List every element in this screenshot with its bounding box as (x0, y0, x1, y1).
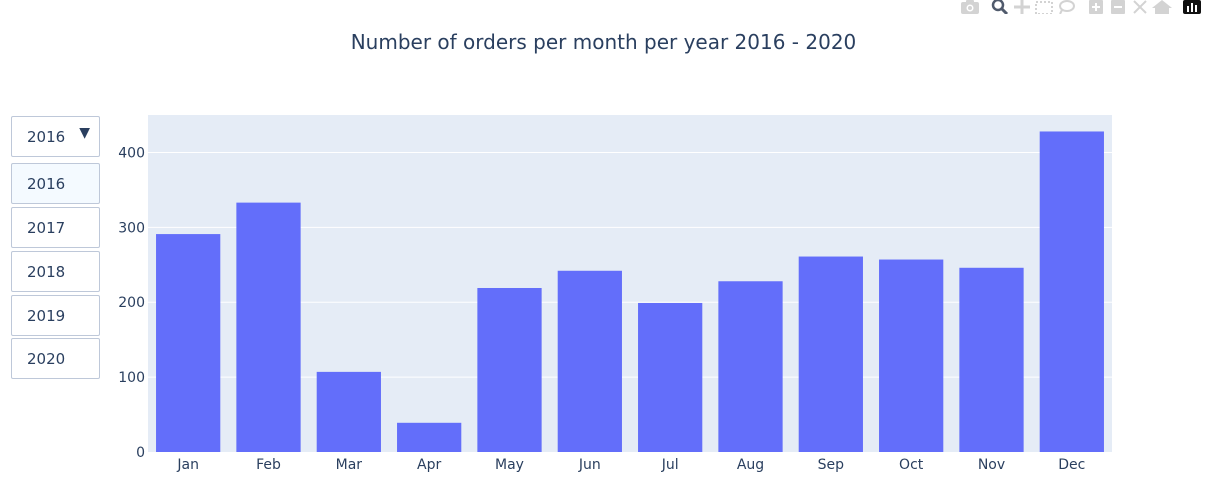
bar-nov[interactable] (959, 267, 1024, 452)
y-tick-label: 300 (118, 220, 145, 236)
bar-oct[interactable] (879, 259, 944, 452)
x-tick-label: Apr (417, 457, 441, 473)
plot-area (148, 115, 1112, 452)
chevron-down-icon: ▼ (79, 125, 90, 141)
x-tick-label: Dec (1058, 457, 1085, 473)
modebar (959, 0, 1203, 16)
camera-icon[interactable] (959, 0, 981, 16)
y-tick-label: 400 (118, 145, 145, 161)
x-tick-label: Aug (737, 457, 764, 473)
x-tick-label: Jul (661, 457, 679, 473)
year-option-2020[interactable]: 2020 (11, 338, 100, 379)
bar-feb[interactable] (236, 202, 301, 452)
y-tick-label: 100 (118, 370, 145, 386)
pan-icon[interactable] (1011, 0, 1033, 16)
x-tick-label: Oct (899, 457, 924, 473)
year-option-2019[interactable]: 2019 (11, 295, 100, 336)
x-tick-label: Nov (978, 457, 1005, 473)
x-tick-label: Sep (818, 457, 845, 473)
x-axis: Jan Feb Mar Apr May Jun Jul Aug Sep Oct Nov Dec (176, 457, 1085, 473)
bar-mar[interactable] (316, 371, 381, 452)
year-dropdown-selected-label: 2016 (27, 128, 66, 146)
x-tick-label: Jun (578, 457, 601, 473)
y-tick-label: 200 (118, 295, 145, 311)
bar-sep[interactable] (798, 256, 863, 452)
lasso-select-icon[interactable] (1055, 0, 1077, 16)
x-tick-label: Mar (336, 457, 363, 473)
year-option-2018[interactable]: 2018 (11, 251, 100, 292)
box-select-icon[interactable] (1033, 0, 1055, 16)
year-option-2017[interactable]: 2017 (11, 207, 100, 248)
zoom-icon[interactable] (989, 0, 1011, 16)
bar-jun[interactable] (557, 270, 622, 452)
gridlines (148, 151, 1112, 378)
bar-jul[interactable] (638, 302, 703, 452)
reset-axes-icon[interactable] (1151, 0, 1173, 16)
zoom-out-icon[interactable] (1107, 0, 1129, 16)
x-tick-label: May (495, 457, 524, 473)
year-option-2016[interactable]: 2016 (11, 163, 100, 204)
plotly-logo-icon[interactable] (1181, 0, 1203, 16)
y-tick-label: 0 (136, 445, 145, 461)
bar-dec[interactable] (1039, 131, 1104, 452)
bars (156, 131, 1104, 452)
x-tick-label: Feb (256, 457, 281, 473)
autoscale-icon[interactable] (1129, 0, 1151, 16)
chart-title: Number of orders per month per year 2016… (350, 30, 857, 54)
y-axis: 0 100 200 300 400 (118, 145, 145, 461)
x-tick-label: Jan (176, 457, 199, 473)
year-dropdown-selected[interactable]: 2016 ▼ (11, 116, 100, 157)
bar-aug[interactable] (718, 281, 783, 452)
bar-may[interactable] (477, 287, 542, 452)
bar-jan[interactable] (156, 234, 221, 452)
zoom-in-icon[interactable] (1085, 0, 1107, 16)
bar-apr[interactable] (397, 422, 462, 452)
